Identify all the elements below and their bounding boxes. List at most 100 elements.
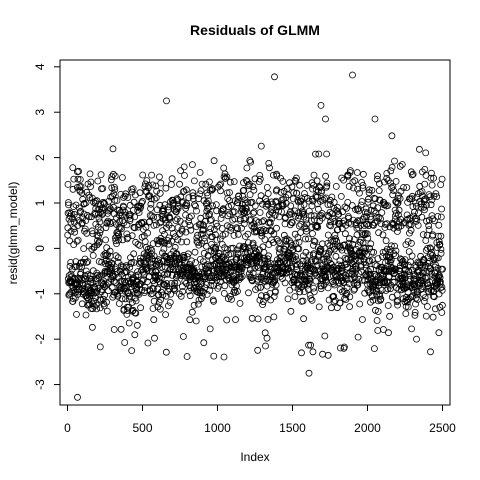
data-point	[65, 290, 73, 298]
data-point	[223, 173, 231, 181]
data-point	[271, 73, 278, 81]
data-point	[270, 277, 278, 285]
data-point	[111, 183, 118, 191]
data-point	[80, 210, 88, 218]
data-point	[373, 317, 381, 324]
data-point	[81, 225, 89, 233]
data-point	[236, 299, 244, 307]
data-point	[286, 286, 294, 294]
x-tick-label: 0	[64, 421, 71, 435]
data-point	[132, 297, 140, 305]
data-point	[131, 213, 139, 221]
data-point	[76, 176, 84, 183]
data-point	[422, 312, 430, 320]
data-point	[371, 261, 379, 269]
data-point	[119, 206, 127, 214]
data-point	[418, 213, 426, 221]
data-point	[217, 180, 225, 188]
data-point	[246, 180, 253, 188]
data-point	[292, 240, 300, 248]
data-point	[423, 273, 431, 281]
data-point	[74, 175, 82, 183]
data-point	[124, 289, 132, 297]
data-point	[138, 199, 146, 207]
data-point	[321, 332, 329, 340]
data-point	[333, 226, 341, 234]
data-point	[236, 217, 244, 224]
data-point	[119, 174, 126, 181]
data-point	[169, 196, 177, 204]
data-point	[159, 291, 167, 299]
data-point	[366, 244, 374, 252]
data-point	[266, 219, 274, 227]
data-point	[426, 193, 434, 201]
data-point	[89, 230, 97, 238]
data-point	[200, 222, 208, 229]
data-point	[96, 218, 104, 226]
data-point	[234, 195, 242, 203]
data-point	[158, 263, 166, 271]
data-point	[115, 211, 123, 219]
data-point	[369, 296, 377, 304]
data-point	[391, 242, 399, 250]
data-point	[387, 242, 395, 250]
data-point	[344, 198, 352, 206]
data-point	[134, 290, 142, 297]
data-point	[137, 304, 145, 312]
data-point	[179, 288, 187, 295]
data-point	[384, 302, 392, 309]
data-point	[123, 284, 130, 291]
data-point	[264, 315, 272, 323]
data-point	[147, 205, 155, 212]
data-point	[150, 252, 158, 260]
data-point	[243, 208, 251, 216]
data-point	[202, 212, 210, 220]
data-point	[247, 158, 255, 166]
data-point	[405, 248, 413, 256]
data-point	[153, 187, 161, 195]
data-point	[430, 255, 437, 263]
data-point	[150, 221, 158, 229]
data-point	[438, 286, 446, 294]
data-point	[367, 240, 375, 248]
data-point	[105, 278, 113, 286]
data-point	[249, 239, 257, 247]
data-point	[305, 341, 313, 349]
data-point	[335, 217, 343, 225]
data-point	[65, 201, 72, 209]
data-point	[353, 169, 361, 176]
data-point	[347, 220, 355, 228]
data-point	[276, 249, 283, 257]
data-point	[349, 184, 357, 192]
data-point	[340, 176, 348, 184]
data-point	[171, 243, 179, 251]
data-point	[230, 178, 238, 186]
data-point	[106, 218, 114, 226]
data-point	[333, 237, 341, 245]
data-point	[178, 227, 186, 235]
data-point	[295, 245, 303, 253]
data-point	[310, 288, 318, 296]
data-point	[257, 283, 265, 291]
data-point	[127, 283, 135, 291]
data-point	[186, 221, 194, 229]
data-point	[256, 253, 263, 261]
data-point	[314, 205, 322, 213]
data-point	[66, 237, 73, 245]
data-point	[384, 202, 392, 210]
data-point	[174, 236, 182, 244]
data-point	[99, 198, 107, 206]
data-point	[78, 219, 86, 227]
data-point	[198, 280, 205, 288]
data-point	[135, 209, 143, 216]
plot-area-frame	[59, 59, 451, 406]
data-point	[160, 239, 168, 247]
data-point	[130, 198, 138, 206]
data-point	[201, 217, 209, 225]
data-point	[377, 215, 385, 223]
data-point	[315, 150, 323, 158]
data-point	[139, 171, 147, 179]
data-point	[143, 177, 151, 185]
data-point	[148, 246, 156, 254]
data-point	[412, 217, 420, 225]
